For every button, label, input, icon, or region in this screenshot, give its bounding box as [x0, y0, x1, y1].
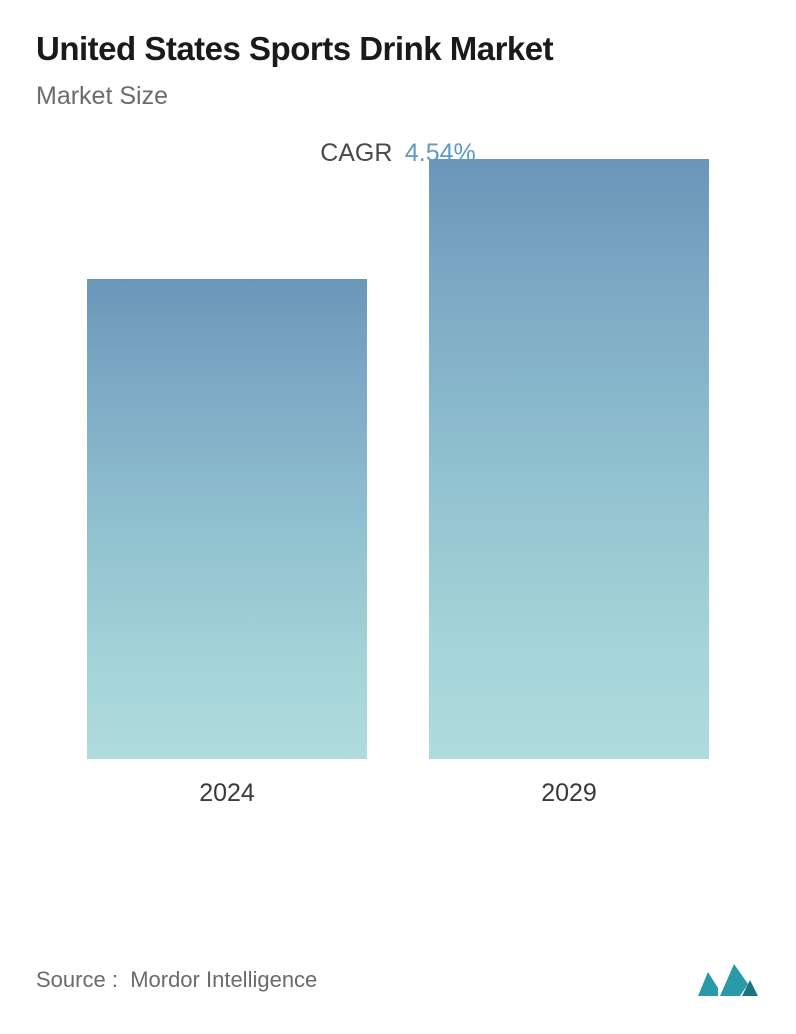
- chart-area: 2024 2029: [36, 188, 760, 878]
- source-label: Source :: [36, 967, 118, 992]
- footer: Source : Mordor Intelligence: [36, 960, 760, 1000]
- bar-label-0: 2024: [199, 779, 255, 808]
- bar-1: [429, 159, 709, 759]
- source-text: Source : Mordor Intelligence: [36, 967, 317, 993]
- bars-container: 2024 2029: [36, 188, 760, 808]
- logo-icon: [696, 960, 760, 1000]
- bar-group-0: 2024: [87, 279, 367, 808]
- bar-label-1: 2029: [541, 779, 597, 808]
- cagr-label: CAGR: [320, 139, 392, 167]
- bar-group-1: 2029: [429, 159, 709, 808]
- chart-title: United States Sports Drink Market: [36, 30, 760, 68]
- source-name-value: Mordor Intelligence: [130, 967, 317, 992]
- chart-subtitle: Market Size: [36, 82, 760, 111]
- bar-0: [87, 279, 367, 759]
